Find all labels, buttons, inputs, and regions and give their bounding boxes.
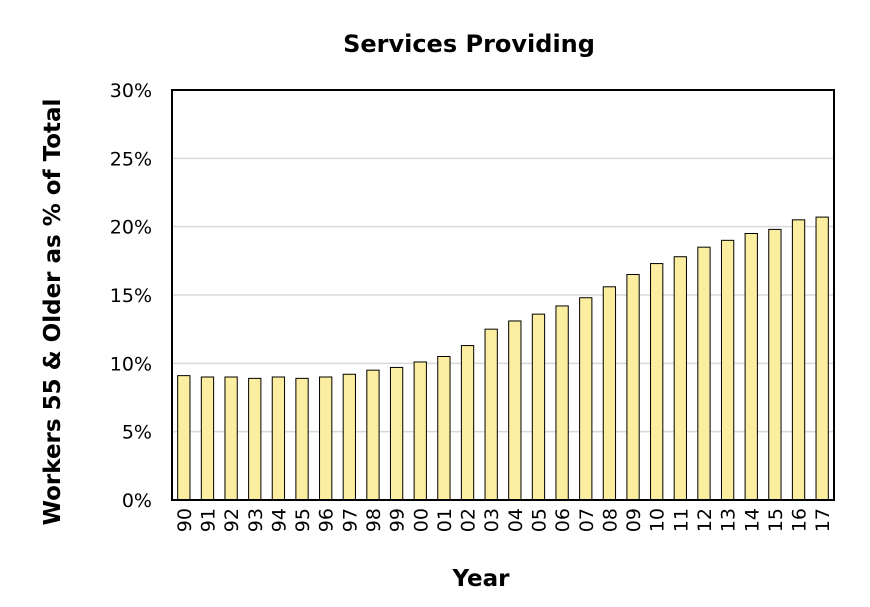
x-tick-label: 12 xyxy=(694,508,716,532)
plot-frame xyxy=(171,89,835,501)
bar xyxy=(366,369,380,501)
x-tick-label: 01 xyxy=(434,508,456,532)
x-tick-label: 98 xyxy=(363,508,385,532)
y-tick-label: 0% xyxy=(122,490,152,512)
y-tick-label: 20% xyxy=(110,217,152,239)
x-tick-label: 07 xyxy=(576,508,598,532)
y-tick-label: 25% xyxy=(110,148,152,170)
bar xyxy=(508,320,522,501)
y-tick-label: 5% xyxy=(122,422,152,444)
x-tick-label: 94 xyxy=(268,508,290,532)
bar xyxy=(673,256,687,501)
bar xyxy=(626,274,640,501)
bar xyxy=(720,239,735,501)
bar xyxy=(555,305,569,501)
bar xyxy=(768,228,782,501)
bar xyxy=(744,233,758,501)
bar xyxy=(248,377,262,501)
x-tick-label: 99 xyxy=(387,508,409,532)
bar xyxy=(295,377,309,501)
x-tick-label: 05 xyxy=(528,508,550,532)
x-tick-label: 17 xyxy=(812,508,834,532)
bar xyxy=(602,286,617,501)
bar xyxy=(484,328,498,501)
x-tick-label: 00 xyxy=(410,508,432,532)
x-tick-label: 16 xyxy=(789,508,811,532)
bar xyxy=(815,216,829,501)
bars xyxy=(177,216,829,501)
x-tick-label: 10 xyxy=(647,508,669,532)
bar xyxy=(319,376,333,501)
bar xyxy=(437,356,451,501)
bar xyxy=(224,376,238,501)
x-tick-label: 14 xyxy=(741,508,763,532)
chart-title: Services Providing xyxy=(343,30,595,58)
y-axis-ticks: 0% 5% 10% 15% 20% 25% 30% xyxy=(110,80,152,512)
x-tick-label: 09 xyxy=(623,508,645,532)
bar xyxy=(579,297,593,501)
x-tick-label: 96 xyxy=(316,508,338,532)
bar xyxy=(200,376,215,501)
y-tick-label: 10% xyxy=(110,353,152,375)
bar xyxy=(413,361,427,501)
x-axis-ticks: 90 91 92 93 94 95 96 97 98 99 00 01 02 03 04 05 06 07 08 09… xyxy=(174,508,834,532)
bar xyxy=(791,219,806,501)
x-tick-label: 93 xyxy=(245,508,267,532)
gridlines xyxy=(172,157,834,433)
bar xyxy=(531,313,546,501)
x-tick-label: 15 xyxy=(765,508,787,532)
x-tick-label: 91 xyxy=(197,508,219,532)
x-tick-label: 02 xyxy=(458,508,480,532)
x-tick-label: 06 xyxy=(552,508,574,532)
x-tick-label: 90 xyxy=(174,508,196,532)
x-tick-label: 11 xyxy=(670,508,692,532)
x-tick-label: 03 xyxy=(481,508,503,532)
x-tick-label: 04 xyxy=(505,508,527,532)
bar xyxy=(389,366,404,501)
bar xyxy=(177,375,191,501)
x-tick-label: 97 xyxy=(339,508,361,532)
bar xyxy=(342,373,356,501)
bar xyxy=(460,345,475,501)
x-tick-label: 13 xyxy=(718,508,740,532)
y-axis-title: Workers 55 & Older as % of Total xyxy=(40,99,66,526)
bar xyxy=(650,263,664,501)
x-tick-label: 95 xyxy=(292,508,314,532)
x-tick-label: 92 xyxy=(221,508,243,532)
y-tick-label: 15% xyxy=(110,285,152,307)
y-tick-label: 30% xyxy=(110,80,152,102)
x-axis-title: Year xyxy=(451,566,510,592)
bar xyxy=(697,246,711,501)
bar xyxy=(271,376,286,501)
x-tick-label: 08 xyxy=(599,508,621,532)
